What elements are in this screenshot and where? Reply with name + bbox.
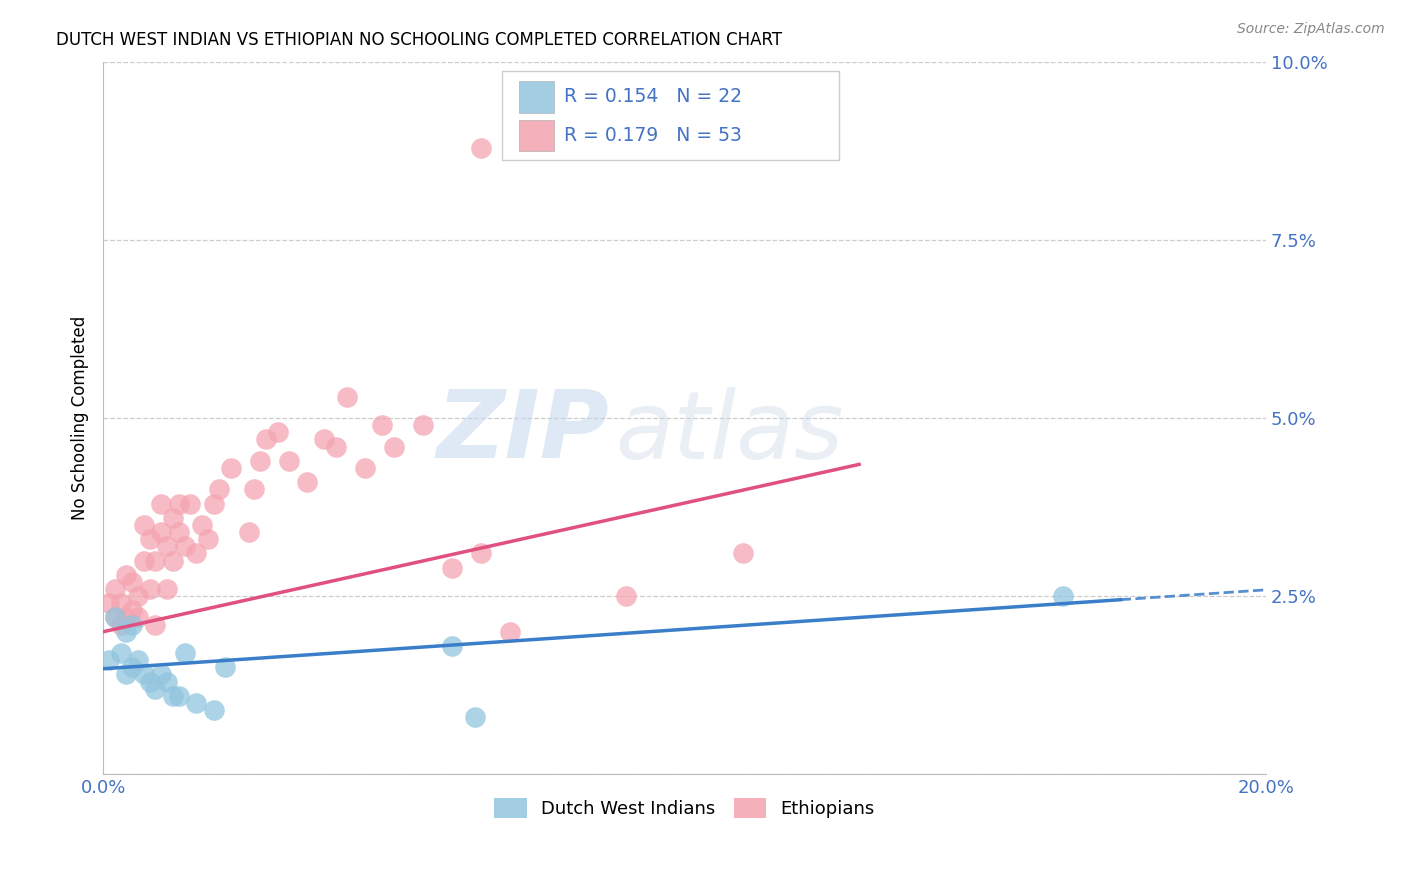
Text: R = 0.154   N = 22: R = 0.154 N = 22	[564, 87, 742, 106]
Point	[278, 454, 301, 468]
Point	[499, 624, 522, 639]
Point	[336, 390, 359, 404]
Text: atlas: atlas	[614, 387, 844, 478]
Point	[197, 532, 219, 546]
Point	[440, 560, 463, 574]
Point	[121, 617, 143, 632]
Point	[179, 497, 201, 511]
Point	[191, 517, 214, 532]
FancyBboxPatch shape	[502, 70, 839, 160]
Point	[731, 546, 754, 560]
Point	[110, 617, 132, 632]
Text: Source: ZipAtlas.com: Source: ZipAtlas.com	[1237, 22, 1385, 37]
Point	[145, 553, 167, 567]
Point	[138, 582, 160, 596]
Point	[145, 681, 167, 696]
Point	[115, 624, 138, 639]
Point	[115, 667, 138, 681]
Point	[219, 461, 242, 475]
Point	[167, 497, 190, 511]
Point	[167, 524, 190, 539]
Point	[110, 646, 132, 660]
Point	[202, 497, 225, 511]
Point	[254, 433, 277, 447]
Point	[97, 596, 120, 610]
Text: R = 0.179   N = 53: R = 0.179 N = 53	[564, 126, 741, 145]
Point	[616, 589, 638, 603]
Point	[104, 582, 127, 596]
Point	[127, 653, 149, 667]
Text: ZIP: ZIP	[436, 386, 609, 478]
Point	[295, 475, 318, 490]
Point	[325, 440, 347, 454]
Point	[110, 596, 132, 610]
Legend: Dutch West Indians, Ethiopians: Dutch West Indians, Ethiopians	[488, 790, 882, 826]
Point	[266, 425, 288, 440]
Point	[121, 574, 143, 589]
Point	[162, 689, 184, 703]
Point	[121, 603, 143, 617]
Point	[104, 610, 127, 624]
Point	[249, 454, 271, 468]
Point	[243, 483, 266, 497]
Point	[470, 546, 492, 560]
Point	[138, 532, 160, 546]
Point	[173, 539, 195, 553]
Point	[167, 689, 190, 703]
Point	[150, 497, 173, 511]
Point	[132, 667, 155, 681]
Point	[186, 696, 208, 710]
Point	[156, 539, 179, 553]
Point	[382, 440, 405, 454]
Point	[115, 610, 138, 624]
FancyBboxPatch shape	[519, 120, 554, 151]
Point	[150, 524, 173, 539]
Point	[173, 646, 195, 660]
FancyBboxPatch shape	[519, 81, 554, 112]
Point	[115, 567, 138, 582]
Point	[464, 710, 486, 724]
Point	[371, 418, 394, 433]
Point	[132, 517, 155, 532]
Point	[162, 511, 184, 525]
Point	[186, 546, 208, 560]
Point	[127, 589, 149, 603]
Point	[132, 553, 155, 567]
Point	[138, 674, 160, 689]
Text: DUTCH WEST INDIAN VS ETHIOPIAN NO SCHOOLING COMPLETED CORRELATION CHART: DUTCH WEST INDIAN VS ETHIOPIAN NO SCHOOL…	[56, 31, 782, 49]
Point	[214, 660, 236, 674]
Point	[238, 524, 260, 539]
Point	[162, 553, 184, 567]
Point	[121, 660, 143, 674]
Point	[145, 617, 167, 632]
Point	[97, 653, 120, 667]
Point	[150, 667, 173, 681]
Point	[314, 433, 336, 447]
Point	[156, 582, 179, 596]
Point	[127, 610, 149, 624]
Point	[202, 703, 225, 717]
Point	[1052, 589, 1074, 603]
Point	[104, 610, 127, 624]
Point	[156, 674, 179, 689]
Point	[353, 461, 375, 475]
Point	[412, 418, 434, 433]
Y-axis label: No Schooling Completed: No Schooling Completed	[72, 316, 89, 520]
Point	[440, 639, 463, 653]
Point	[208, 483, 231, 497]
Point	[470, 140, 492, 154]
